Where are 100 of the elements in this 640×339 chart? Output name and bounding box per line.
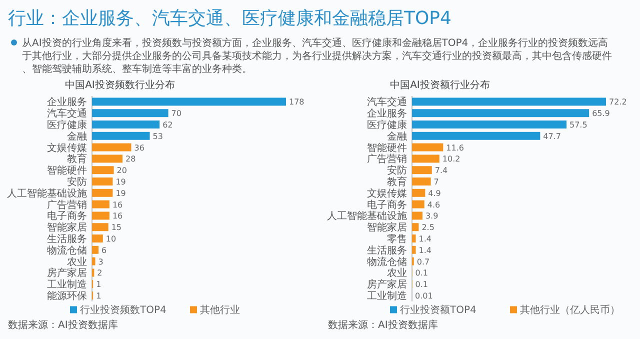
legend-label: 行业投资额TOP4 — [400, 304, 476, 316]
y-tick-label: 文娱传媒 — [367, 187, 407, 200]
bar — [92, 98, 286, 106]
y-tick-label: 工业制造 — [367, 290, 407, 302]
y-tick-label: 农业 — [387, 267, 407, 280]
data-label: 4.6 — [427, 200, 440, 210]
bar — [412, 234, 416, 242]
bar — [92, 246, 99, 254]
bar — [412, 188, 426, 197]
bar — [92, 234, 103, 242]
bar — [412, 246, 416, 254]
data-label: 4.9 — [428, 188, 441, 198]
y-tick-label: 物流仓储 — [47, 244, 87, 256]
y-tick-label: 智能硬件 — [367, 142, 407, 154]
data-label: 10.2 — [442, 154, 460, 164]
bar — [92, 154, 123, 163]
text: 从AI投资的行业角度来看，投资频数与投资额方面，企业服务、汽车交通、医疗健康和金融稳居TOP4，企业服务行业的投资频数远高于其他行业，大部分提供企业服务的公司具备某项技术能力，为各行业提供解决方案，汽车交通行业的投资额最高，其中包含传感硬件、智能驾驶辅助系统、整车制造等丰富的业务种类。 — [22, 37, 612, 75]
y-tick-label: 医疗健康 — [367, 119, 407, 131]
bar — [92, 212, 110, 220]
data-label: 53 — [152, 132, 163, 141]
data-label: 3.9 — [425, 212, 438, 221]
bar — [92, 143, 132, 152]
bar — [92, 120, 160, 128]
y-tick-label: 文娱传媒 — [47, 142, 87, 154]
bar — [92, 200, 110, 208]
bar — [412, 200, 424, 208]
bar — [412, 154, 440, 163]
y-tick-label: 生活服务 — [47, 233, 87, 245]
legend-label: 其他行业（亿人民币） — [520, 304, 620, 316]
bar — [92, 178, 113, 186]
y-tick-label: 工业制造 — [47, 278, 87, 291]
data-label: 15 — [111, 223, 122, 232]
bar — [412, 120, 566, 128]
bar — [412, 166, 432, 174]
data-label: 178 — [289, 98, 304, 107]
bar — [92, 132, 150, 140]
data-label: 2.5 — [422, 223, 434, 232]
y-tick-label: 电子商务 — [367, 198, 407, 211]
y-tick-label: 安防 — [67, 176, 87, 188]
y-tick-label: 医疗健康 — [47, 119, 87, 131]
legend-label: 行业投资频数TOP4 — [80, 304, 166, 316]
bar — [412, 223, 419, 232]
y-tick-label: 农业 — [67, 256, 87, 268]
source-note: 数据来源：AI投资数据库 — [8, 319, 118, 332]
data-label: 36 — [134, 143, 144, 152]
y-tick-label: 汽车交通 — [47, 108, 87, 120]
data-label: 6 — [102, 246, 107, 255]
chart-title: 中国AI投资额行业分布 — [390, 79, 490, 91]
y-tick-label: 人工智能基础设施 — [7, 187, 87, 200]
data-label: 72.2 — [609, 98, 627, 107]
bar — [412, 98, 606, 106]
data-label: 0.1 — [415, 268, 428, 278]
bar — [92, 257, 96, 266]
data-label: 65.9 — [592, 109, 610, 118]
y-tick-label: 房产家居 — [47, 267, 87, 280]
data-label: 20 — [116, 166, 127, 176]
y-tick-label: 教育 — [387, 176, 407, 188]
y-tick-label: 智能家居 — [367, 222, 407, 234]
legend-label: 其他行业 — [200, 304, 240, 316]
data-label: 1 — [96, 280, 102, 290]
y-tick-label: 企业服务 — [367, 108, 407, 120]
data-label: 0.01 — [415, 292, 433, 300]
data-label: 1 — [96, 292, 102, 300]
data-label: 19 — [116, 178, 126, 186]
data-label: 62 — [162, 120, 173, 130]
text: 行业：企业服务、汽车交通、医疗健康和金融稳居TOP4 — [8, 8, 452, 29]
bar — [412, 212, 422, 220]
data-label: 57.5 — [570, 120, 588, 130]
data-label: 1.4 — [418, 234, 432, 244]
y-tick-label: 安防 — [387, 164, 407, 177]
data-label: 7.4 — [434, 166, 448, 176]
y-tick-label: 电子商务 — [47, 210, 87, 222]
bar — [92, 166, 114, 174]
chart-title: 中国AI投资频数行业分布 — [65, 79, 175, 91]
source-note: 数据来源：AI投资数据库 — [328, 319, 438, 332]
bar — [412, 109, 590, 118]
data-label: 19 — [116, 188, 126, 198]
data-label: 7 — [434, 178, 439, 186]
y-tick-label: 广告营销 — [367, 153, 407, 166]
data-label: 16 — [112, 212, 123, 221]
data-label: 70 — [171, 109, 182, 118]
data-label: 16 — [112, 200, 123, 210]
bar — [92, 188, 113, 197]
bar — [412, 132, 540, 140]
y-tick-label: 金融 — [67, 130, 87, 142]
data-label: 28 — [126, 154, 136, 164]
y-tick-label: 零售 — [387, 233, 407, 245]
data-label: 0.1 — [415, 280, 428, 290]
y-tick-label: 企业服务 — [47, 96, 87, 108]
y-tick-label: 教育 — [67, 153, 87, 166]
data-label: 2 — [97, 268, 102, 278]
data-label: 0.7 — [416, 257, 430, 266]
y-tick-label: 生活服务 — [367, 244, 407, 256]
data-label: 47.7 — [543, 132, 561, 141]
y-tick-label: 广告营销 — [47, 198, 87, 211]
data-label: 1.4 — [418, 246, 432, 255]
bar — [412, 143, 444, 152]
y-tick-label: 人工智能基础设施 — [327, 210, 407, 222]
bar — [92, 109, 168, 118]
bar — [412, 178, 431, 186]
